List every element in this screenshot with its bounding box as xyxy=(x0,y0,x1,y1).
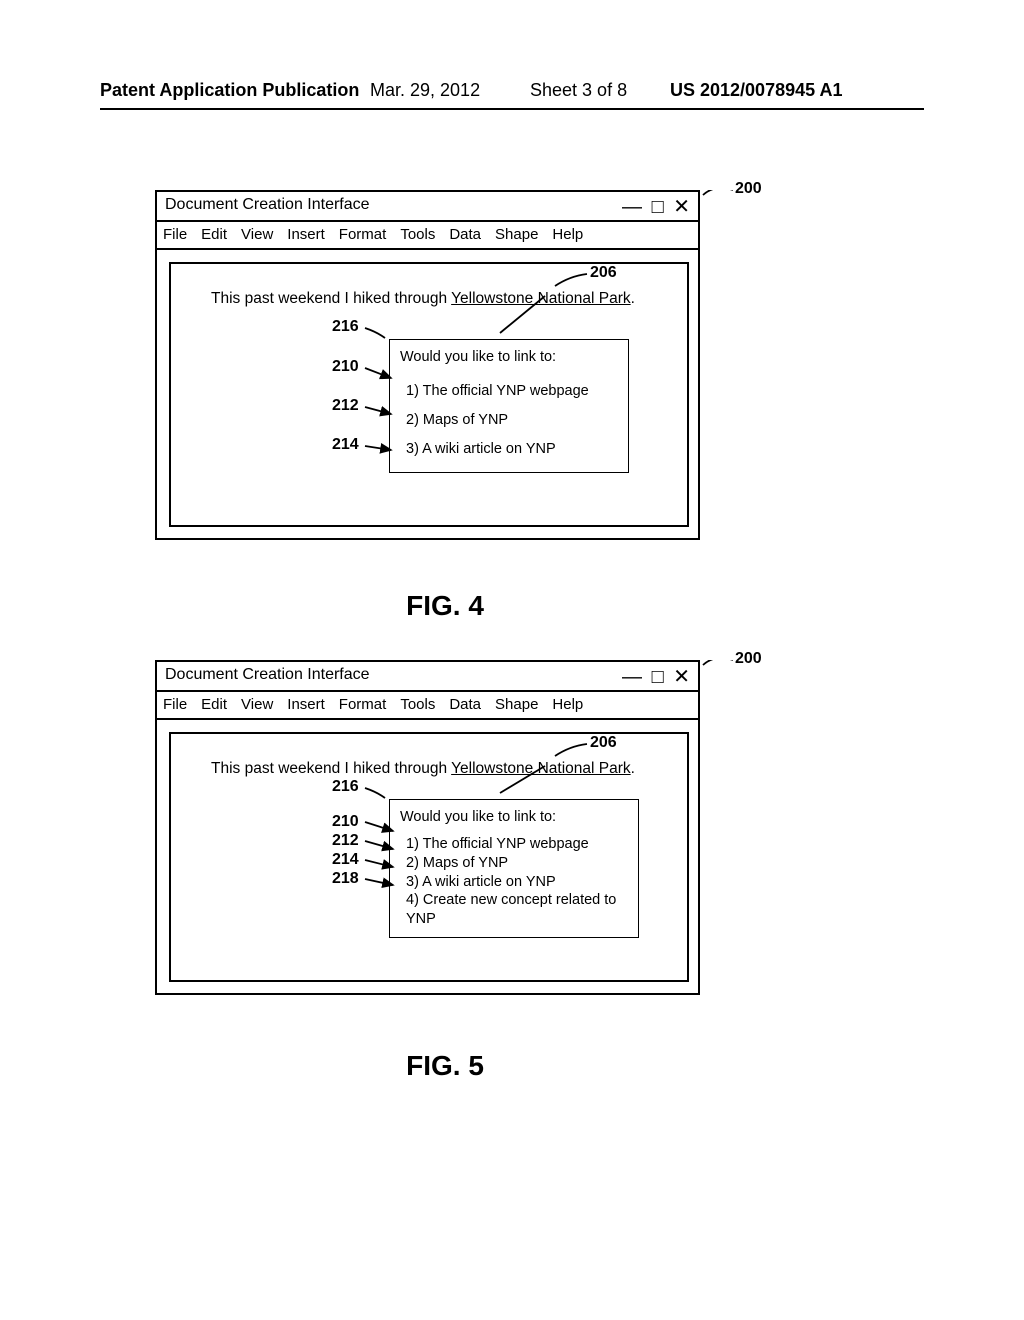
figure-5: Document Creation Interface — □ ✕ File E… xyxy=(155,660,735,995)
popup-item-1[interactable]: 1) The official YNP webpage xyxy=(406,377,618,406)
app-window: Document Creation Interface — □ ✕ File E… xyxy=(155,660,700,995)
menu-help[interactable]: Help xyxy=(552,696,583,714)
text-pre: This past weekend I hiked through xyxy=(211,760,451,777)
link-suggestion-popup: Would you like to link to: 1) The offici… xyxy=(389,339,629,473)
menu-tools[interactable]: Tools xyxy=(400,696,435,714)
menu-help[interactable]: Help xyxy=(552,226,583,244)
window-controls[interactable]: — □ ✕ xyxy=(622,664,692,689)
ref-212: 212 xyxy=(332,832,359,850)
title-bar: Document Creation Interface — □ ✕ xyxy=(157,192,698,222)
header-rule xyxy=(100,108,924,110)
text-pre: This past weekend I hiked through xyxy=(211,290,451,307)
sheet-number: Sheet 3 of 8 xyxy=(530,80,627,101)
popup-item-4[interactable]: 4) Create new concept related to YNP xyxy=(406,891,628,929)
document-text: This past weekend I hiked through Yellow… xyxy=(211,290,635,308)
ref-216: 216 xyxy=(332,778,359,796)
menu-view[interactable]: View xyxy=(241,696,273,714)
linked-phrase[interactable]: Yellowstone National Park xyxy=(451,290,631,307)
window-controls[interactable]: — □ ✕ xyxy=(622,194,692,219)
menu-bar[interactable]: File Edit View Insert Format Tools Data … xyxy=(157,692,698,720)
ref-210: 210 xyxy=(332,813,359,831)
ref-206: 206 xyxy=(590,264,617,282)
popup-item-2[interactable]: 2) Maps of YNP xyxy=(406,406,618,435)
publication-date: Mar. 29, 2012 xyxy=(370,80,480,101)
popup-header: Would you like to link to: xyxy=(400,348,618,367)
window-title: Document Creation Interface xyxy=(165,196,370,213)
menu-format[interactable]: Format xyxy=(339,226,387,244)
document-area[interactable]: This past weekend I hiked through Yellow… xyxy=(169,732,689,982)
menu-bar[interactable]: File Edit View Insert Format Tools Data … xyxy=(157,222,698,250)
popup-item-3[interactable]: 3) A wiki article on YNP xyxy=(406,873,628,892)
ref-200: 200 xyxy=(735,650,762,668)
figure-label: FIG. 4 xyxy=(155,590,735,622)
menu-file[interactable]: File xyxy=(163,696,187,714)
ref-210: 210 xyxy=(332,358,359,376)
figure-4: Document Creation Interface — □ ✕ File E… xyxy=(155,190,735,540)
title-bar: Document Creation Interface — □ ✕ xyxy=(157,662,698,692)
figure-label: FIG. 5 xyxy=(155,1050,735,1082)
menu-tools[interactable]: Tools xyxy=(400,226,435,244)
document-area[interactable]: This past weekend I hiked through Yellow… xyxy=(169,262,689,527)
menu-view[interactable]: View xyxy=(241,226,273,244)
menu-format[interactable]: Format xyxy=(339,696,387,714)
publication-number: US 2012/0078945 A1 xyxy=(670,80,842,101)
text-post: . xyxy=(631,760,635,777)
popup-item-1[interactable]: 1) The official YNP webpage xyxy=(406,835,628,854)
menu-shape[interactable]: Shape xyxy=(495,226,538,244)
ref-214: 214 xyxy=(332,436,359,454)
menu-insert[interactable]: Insert xyxy=(287,226,325,244)
menu-shape[interactable]: Shape xyxy=(495,696,538,714)
menu-data[interactable]: Data xyxy=(449,226,481,244)
menu-insert[interactable]: Insert xyxy=(287,696,325,714)
document-text: This past weekend I hiked through Yellow… xyxy=(211,760,635,778)
popup-item-3[interactable]: 3) A wiki article on YNP xyxy=(406,435,618,464)
popup-header: Would you like to link to: xyxy=(400,808,628,827)
menu-file[interactable]: File xyxy=(163,226,187,244)
link-suggestion-popup: Would you like to link to: 1) The offici… xyxy=(389,799,639,938)
ref-216: 216 xyxy=(332,318,359,336)
ref-212: 212 xyxy=(332,397,359,415)
menu-edit[interactable]: Edit xyxy=(201,226,227,244)
menu-data[interactable]: Data xyxy=(449,696,481,714)
menu-edit[interactable]: Edit xyxy=(201,696,227,714)
publication-label: Patent Application Publication xyxy=(100,80,359,101)
ref-200: 200 xyxy=(735,180,762,198)
linked-phrase[interactable]: Yellowstone National Park xyxy=(451,760,631,777)
ref-206: 206 xyxy=(590,734,617,752)
ref-214: 214 xyxy=(332,851,359,869)
text-post: . xyxy=(631,290,635,307)
popup-item-2[interactable]: 2) Maps of YNP xyxy=(406,854,628,873)
ref-218: 218 xyxy=(332,870,359,888)
window-title: Document Creation Interface xyxy=(165,666,370,683)
app-window: Document Creation Interface — □ ✕ File E… xyxy=(155,190,700,540)
